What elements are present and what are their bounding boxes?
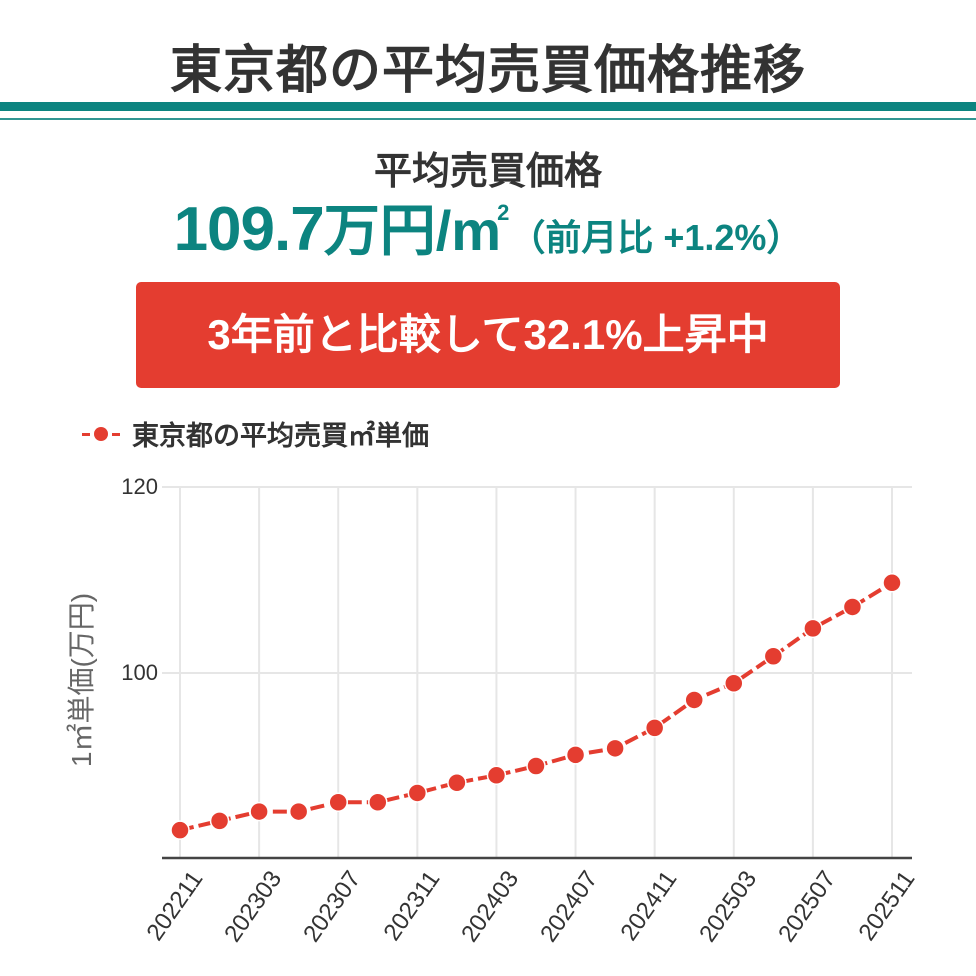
summary-label: 平均売買価格 — [373, 151, 602, 193]
data-point — [368, 792, 388, 813]
price-unit-text: 万円/m — [323, 199, 502, 262]
data-point — [209, 811, 230, 831]
data-point — [407, 783, 428, 803]
chart-grid — [162, 486, 912, 858]
data-point — [644, 718, 665, 738]
legend-label: 東京都の平均売買㎡単価 — [132, 421, 429, 451]
data-point — [882, 573, 902, 593]
month-over-month-change: （前月比 +1.2%） — [509, 217, 803, 258]
data-point — [842, 597, 863, 617]
data-point — [328, 792, 348, 813]
page-title: 東京都の平均売買価格推移 — [169, 42, 806, 100]
data-point — [684, 690, 704, 710]
data-point — [763, 646, 784, 667]
data-point — [565, 745, 586, 765]
y-tick-label: 120 — [121, 474, 158, 499]
data-point — [724, 673, 744, 693]
growth-banner: 3年前と比較して32.1%上昇中 — [136, 282, 840, 388]
data-point — [288, 801, 309, 822]
title-divider-thick — [0, 102, 976, 111]
data-point — [605, 738, 625, 759]
chart-legend: 東京都の平均売買㎡単価 — [82, 414, 429, 453]
price-summary: 109.7万円/m2（前月比 +1.2%） — [0, 186, 976, 267]
title-divider-thin — [0, 118, 976, 120]
data-point — [249, 801, 269, 822]
legend-line-dot-icon — [82, 424, 122, 444]
data-series — [170, 573, 902, 840]
data-point — [170, 820, 190, 840]
data-point — [447, 772, 467, 793]
y-tick-label: 100 — [121, 660, 158, 685]
data-point — [486, 765, 507, 786]
data-point — [803, 618, 823, 639]
price-unit-sup: 2 — [497, 200, 510, 225]
price-unit: 万円/m2 — [324, 199, 510, 262]
data-point — [526, 756, 546, 776]
price-value: 109.7 — [173, 195, 325, 264]
